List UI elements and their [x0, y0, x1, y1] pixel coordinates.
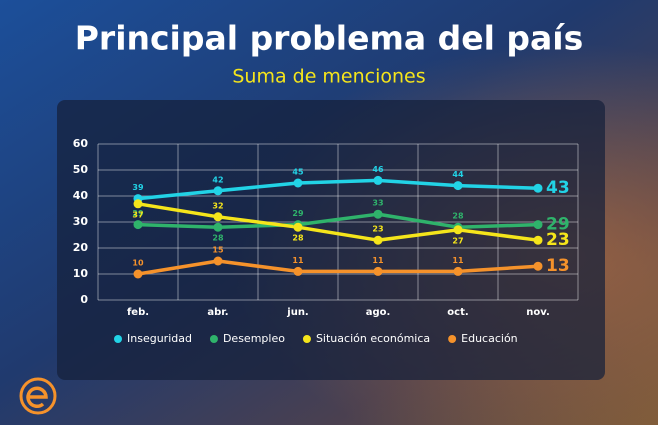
data-label: 32	[212, 201, 223, 210]
data-point	[453, 225, 463, 235]
data-label: 28	[292, 234, 304, 243]
data-label: 23	[372, 225, 383, 234]
chart-subtitle: Suma de menciones	[232, 66, 425, 88]
data-label: 15	[212, 246, 224, 255]
data-label: 28	[212, 234, 224, 243]
y-tick-label: 50	[73, 163, 89, 176]
legend-swatch	[302, 335, 311, 343]
data-point	[293, 222, 303, 232]
series-line	[137, 178, 539, 201]
data-point	[533, 235, 543, 245]
end-label: 23	[546, 230, 570, 250]
end-label: 29	[546, 215, 570, 235]
data-label: 33	[372, 199, 383, 208]
legend-swatch	[448, 335, 457, 343]
data-point	[373, 266, 383, 276]
data-label: 27	[452, 236, 463, 245]
data-point	[293, 266, 303, 276]
data-point	[133, 199, 143, 209]
data-label: 10	[132, 259, 144, 268]
legend-label: Desempleo	[223, 332, 285, 345]
data-point	[293, 178, 303, 188]
x-tick-label: feb.	[127, 307, 149, 318]
x-tick-label: abr.	[207, 307, 228, 318]
data-point	[533, 183, 543, 193]
y-tick-label: 60	[73, 137, 89, 150]
data-point	[533, 261, 543, 271]
data-point	[373, 209, 383, 219]
data-label: 11	[372, 256, 384, 265]
end-label: 43	[546, 178, 570, 198]
data-label: 39	[132, 183, 144, 192]
data-label: 28	[452, 212, 464, 221]
legend-label: Educación	[461, 332, 518, 345]
y-tick-label: 10	[73, 267, 89, 280]
data-point	[453, 266, 463, 276]
legend-label: Situación económica	[316, 332, 430, 345]
data-point	[213, 212, 223, 222]
legend-label: Inseguridad	[127, 332, 192, 345]
legend-swatch	[209, 335, 218, 343]
legend-swatch	[114, 335, 122, 343]
data-point	[133, 269, 143, 279]
x-tick-label: nov.	[526, 307, 550, 318]
data-label: 11	[292, 256, 304, 265]
data-point	[453, 181, 463, 191]
data-label: 29	[292, 209, 304, 218]
data-label: 46	[372, 165, 384, 174]
data-label: 45	[292, 168, 304, 177]
y-tick-label: 20	[73, 241, 89, 254]
y-tick-label: 40	[73, 189, 89, 202]
data-point	[373, 175, 383, 185]
series-line	[137, 259, 539, 276]
x-tick-label: ago.	[366, 307, 391, 318]
x-tick-label: jun.	[286, 307, 308, 318]
data-label: 37	[132, 210, 143, 219]
end-label: 13	[546, 256, 570, 276]
y-tick-label: 30	[73, 215, 89, 228]
data-point	[533, 220, 543, 230]
data-point	[133, 220, 143, 230]
data-point	[373, 235, 383, 245]
data-point	[213, 256, 223, 266]
series-line	[137, 202, 539, 242]
chart-panel	[57, 100, 605, 380]
x-tick-label: oct.	[447, 307, 468, 318]
chart-title: Principal problema del país	[75, 19, 584, 58]
data-point	[213, 186, 223, 196]
logo	[19, 377, 57, 415]
series-line	[137, 212, 539, 229]
data-label: 42	[212, 175, 223, 184]
data-label: 44	[452, 170, 464, 179]
data-label: 29	[132, 209, 144, 218]
data-point	[213, 222, 223, 232]
y-tick-label: 0	[80, 293, 88, 306]
data-label: 11	[452, 256, 464, 265]
